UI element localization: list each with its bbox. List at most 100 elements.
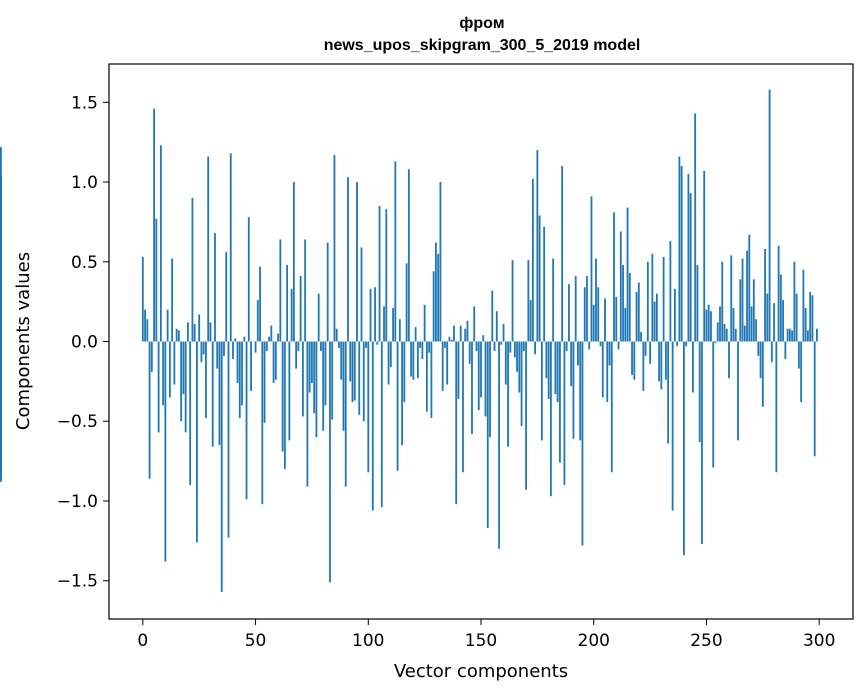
bar (786, 328, 789, 342)
bar (525, 341, 527, 490)
bar (633, 341, 636, 380)
bar (331, 341, 334, 420)
bar (583, 287, 586, 342)
bar (482, 335, 485, 342)
bar (642, 341, 645, 391)
bar (191, 197, 194, 342)
bar (509, 341, 512, 353)
bar (597, 287, 600, 342)
bar (288, 341, 291, 441)
bar (349, 341, 352, 382)
bar (263, 341, 266, 423)
bar (322, 341, 325, 431)
bar (358, 341, 361, 415)
bar (369, 288, 372, 342)
bar (556, 341, 559, 403)
bar (416, 341, 419, 379)
bar (214, 233, 216, 342)
bar (574, 276, 577, 342)
bar (475, 341, 478, 352)
bar (779, 274, 782, 342)
bar (723, 323, 726, 342)
bar (394, 161, 397, 342)
bar (175, 328, 178, 342)
x-axis-ticks: 0 50 100 150 200 250 300 (137, 619, 835, 651)
y-tick-label: 0.5 (71, 253, 98, 273)
bar (549, 341, 552, 497)
x-tick-label: 100 (352, 631, 384, 651)
bar (205, 341, 207, 419)
bar (678, 156, 681, 342)
bar (570, 341, 573, 387)
y-tick-label: −1.5 (57, 572, 98, 592)
bar (198, 314, 201, 342)
bar (590, 196, 593, 342)
bar (324, 341, 327, 406)
x-tick-label: 0 (137, 631, 148, 651)
bar (712, 341, 715, 468)
x-tick-label: 150 (465, 631, 497, 651)
bar (389, 341, 392, 368)
bar (601, 341, 604, 398)
bar (804, 308, 807, 342)
bar (687, 174, 690, 342)
bar (320, 341, 322, 352)
bar (644, 341, 647, 356)
bar (468, 341, 471, 364)
bar (338, 341, 340, 348)
bar (637, 282, 640, 342)
bar (694, 113, 697, 342)
bar (150, 341, 153, 372)
bar (743, 325, 746, 342)
bar (279, 239, 282, 342)
bar (581, 341, 584, 546)
bar (405, 263, 408, 342)
bar (171, 258, 174, 342)
bar (504, 341, 507, 385)
bar (640, 331, 642, 342)
bar (500, 341, 503, 345)
bar (450, 339, 453, 342)
bar (759, 341, 762, 379)
bar (545, 341, 548, 379)
bar (396, 341, 399, 471)
bar (669, 241, 672, 342)
bar (572, 341, 575, 439)
bar (732, 308, 735, 342)
bar (761, 341, 764, 407)
bar (304, 239, 307, 342)
bar (432, 271, 435, 342)
bar (365, 341, 367, 348)
bar (730, 255, 733, 342)
bar (292, 182, 295, 342)
bar (283, 341, 286, 470)
bar (315, 341, 318, 438)
bar (225, 252, 228, 342)
bar (435, 242, 437, 342)
bar (459, 325, 462, 342)
chart-title: фром (459, 15, 504, 32)
bar (216, 341, 219, 369)
y-tick-label: −0.5 (57, 412, 98, 432)
bar (153, 108, 155, 342)
bar (728, 341, 730, 379)
bar (453, 325, 455, 342)
bar (480, 341, 482, 398)
bar (401, 341, 403, 446)
bar (563, 341, 566, 486)
bar (534, 341, 537, 355)
bar (270, 325, 273, 342)
bar (795, 293, 798, 342)
bar (274, 341, 277, 380)
bar (484, 341, 487, 417)
bar (477, 341, 480, 411)
bar (561, 166, 564, 342)
bar (423, 304, 426, 342)
bar (383, 306, 385, 342)
bar (552, 258, 555, 342)
bar (371, 341, 374, 511)
bar (579, 341, 582, 441)
bar (689, 193, 692, 342)
bar (811, 295, 814, 342)
